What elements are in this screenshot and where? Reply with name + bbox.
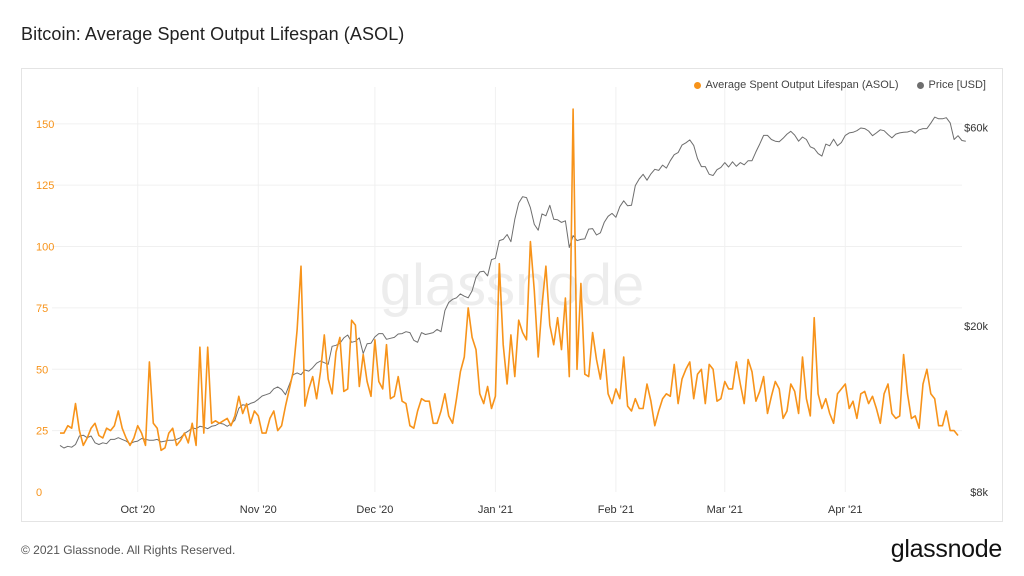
watermark: glassnode [380, 253, 644, 318]
x-tick-label: Dec '20 [356, 504, 393, 516]
asol-price-chart: glassnode 0 25 50 75 100 125 150 $8k $20k $60k O… [36, 87, 988, 516]
legend-item-asol[interactable]: Average Spent Output Lifespan (ASOL) [693, 79, 899, 91]
x-tick-label: Apr '21 [828, 504, 863, 516]
y-left-tick-label: 100 [36, 242, 54, 254]
y-left-tick-label: 50 [36, 364, 48, 376]
y-left-tick-label: 0 [36, 487, 42, 499]
chart-legend: Average Spent Output Lifespan (ASOL) Pri… [693, 79, 986, 91]
x-tick-label: Nov '20 [240, 504, 277, 516]
asol-series-line [60, 108, 959, 452]
legend-item-price[interactable]: Price [USD] [916, 79, 986, 91]
y-right-tick-label: $8k [970, 487, 988, 499]
y-right-tick-label: $60k [964, 122, 988, 134]
legend-dot-asol-icon [693, 81, 701, 89]
x-tick-label: Feb '21 [598, 504, 634, 516]
grid-lines [52, 87, 962, 492]
chart-card: glassnode 0 25 50 75 100 125 150 $8k $20k $60k O… [21, 68, 1003, 522]
x-tick-label: Mar '21 [707, 504, 743, 516]
y-right-tick-label: $20k [964, 321, 988, 333]
x-axis: Oct '20 Nov '20 Dec '20 Jan '21 Feb '21 Mar '… [120, 504, 862, 516]
legend-label-price: Price [USD] [928, 79, 986, 91]
y-left-tick-label: 150 [36, 119, 54, 131]
x-tick-label: Jan '21 [478, 504, 513, 516]
price-series-line [59, 116, 966, 449]
legend-dot-price-icon [916, 81, 924, 89]
y-left-tick-label: 25 [36, 426, 48, 438]
x-tick-label: Oct '20 [120, 504, 155, 516]
y-left-tick-label: 75 [36, 303, 48, 315]
footer-copyright: © 2021 Glassnode. All Rights Reserved. [21, 543, 236, 557]
page-title: Bitcoin: Average Spent Output Lifespan (… [21, 24, 405, 44]
y-right-axis: $8k $20k $60k [964, 122, 988, 499]
glassnode-logo[interactable]: glassnode [890, 535, 1003, 563]
y-left-axis: 0 25 50 75 100 125 150 [36, 119, 54, 499]
legend-label-asol: Average Spent Output Lifespan (ASOL) [705, 79, 899, 91]
y-left-tick-label: 125 [36, 180, 54, 192]
